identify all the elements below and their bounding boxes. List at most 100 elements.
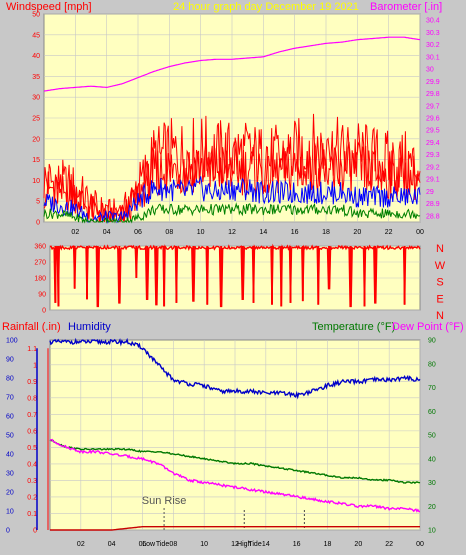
compass-label: E <box>436 293 443 305</box>
wind-tick-label: 45 <box>32 32 40 39</box>
time-tick-label: 00 <box>416 541 424 548</box>
rain-tick-label: 0.4 <box>27 461 37 468</box>
tide-label: Tide <box>156 541 169 548</box>
barometer-tick-label: 29.2 <box>426 164 440 171</box>
wind-tick-label: 30 <box>32 95 40 102</box>
barometer-tick-label: 28.8 <box>426 213 440 220</box>
time-tick-label: 14 <box>259 229 267 236</box>
time-tick-label: 12 <box>231 541 239 548</box>
time-tick-label: 16 <box>291 229 299 236</box>
humidity-tick-label: 60 <box>6 414 14 421</box>
rain-humidity-temp-series <box>49 337 421 531</box>
direction-tick-label: 90 <box>38 292 46 299</box>
barometer-tick-label: 29.5 <box>426 128 440 135</box>
humidity-title: Humidity <box>68 321 111 333</box>
barometer-tick-label: 29.3 <box>426 152 440 159</box>
barometer-tick-label: 29.9 <box>426 79 440 86</box>
temperature-tick-label: 40 <box>428 456 436 463</box>
compass-label: N <box>436 310 444 322</box>
rain-line <box>50 526 420 531</box>
wind-direction-grid <box>50 245 420 311</box>
rain-tick-label: 0.1 <box>27 511 37 518</box>
compass-label: N <box>436 243 444 255</box>
wind-tick-label: 15 <box>32 157 40 164</box>
humidity-tick-label: 30 <box>6 471 14 478</box>
rain-tick-label: 0.2 <box>27 494 37 501</box>
humidity-tick-label: 70 <box>6 395 14 402</box>
temperature-tick-label: 70 <box>428 385 436 392</box>
direction-tick-label: 360 <box>34 244 46 251</box>
barometer-tick-label: 29.6 <box>426 116 440 123</box>
time-tick-label: 12 <box>228 229 236 236</box>
rain-tick-label: 0.5 <box>27 445 37 452</box>
humidity-tick-label: 90 <box>6 357 14 364</box>
time-tick-label: 18 <box>324 541 332 548</box>
rain-tick-label: 0.3 <box>27 478 37 485</box>
rain-tick-label: 0.9 <box>27 379 37 386</box>
humidity-tick-label: 0 <box>6 528 10 535</box>
barometer-tick-label: 30.1 <box>426 54 440 61</box>
rain-tick-label: 0 <box>33 528 37 535</box>
time-tick-label: 16 <box>293 541 301 548</box>
wind-tick-label: 25 <box>32 116 40 123</box>
tide-label: High <box>237 541 252 548</box>
wind-minimum-line <box>43 202 421 224</box>
dew-point-line <box>49 438 420 513</box>
wind-baro-series <box>43 36 421 224</box>
humidity-tick-label: 40 <box>6 452 14 459</box>
temperature-tick-label: 10 <box>428 528 436 535</box>
humidity-line <box>49 337 421 400</box>
barometer-tick-label: 30.2 <box>426 42 440 49</box>
time-tick-label: 02 <box>77 541 85 548</box>
rain-humidity-temp-axes: 0 0.1 0.2 0.3 0.4 0.5 0.6 0.7 0.8 0.9 1 1.1 0 10 20 30 4… <box>6 338 436 549</box>
time-tick-label: 00 <box>416 229 424 236</box>
humidity-tick-label: 100 <box>6 338 18 345</box>
time-tick-label: 04 <box>108 541 116 548</box>
wind-direction-series <box>49 243 421 308</box>
time-tick-label: 10 <box>197 229 205 236</box>
rainfall-title: Rainfall (.in) <box>2 321 61 333</box>
time-tick-label: 06 <box>134 229 142 236</box>
time-tick-label: 18 <box>322 229 330 236</box>
barometer-tick-label: 29 <box>426 189 434 196</box>
direction-tick-label: 180 <box>34 276 46 283</box>
barometer-tick-label: 30.3 <box>426 30 440 37</box>
time-tick-label: 08 <box>165 229 173 236</box>
windspeed-title: Windspeed [mph] <box>6 1 92 13</box>
temperature-tick-label: 50 <box>428 433 436 440</box>
tide-label: Low <box>142 541 156 548</box>
barometer-line <box>43 36 421 92</box>
rain-tick-label: 1 <box>33 362 37 369</box>
rain-tick-label: 1.1 <box>27 346 37 353</box>
rain-tick-label: 0.6 <box>27 428 37 435</box>
wind-tick-label: 50 <box>32 12 40 19</box>
temperature-tick-label: 20 <box>428 504 436 511</box>
temperature-tick-label: 30 <box>428 480 436 487</box>
wind-tick-label: 0 <box>36 220 40 227</box>
wind-tick-label: 40 <box>32 53 40 60</box>
tide-label: Tide <box>248 541 261 548</box>
rain-tick-label: 0.8 <box>27 395 37 402</box>
rain-tick-label: 0.7 <box>27 412 37 419</box>
compass-label: S <box>436 277 443 289</box>
rain-humidity-temp-grid <box>50 340 421 531</box>
time-tick-label: 14 <box>262 541 270 548</box>
sunrise-label: Sun Rise <box>142 495 187 507</box>
barometer-tick-label: 29.1 <box>426 177 440 184</box>
temperature-tick-label: 60 <box>428 409 436 416</box>
humidity-tick-label: 50 <box>6 433 14 440</box>
humidity-tick-label: 80 <box>6 376 14 383</box>
chart-date-title: 24 hour graph day December 19 2021 <box>173 1 359 13</box>
time-tick-label: 04 <box>103 229 111 236</box>
compass-label: W <box>435 260 446 272</box>
wind-baro-grid <box>44 13 421 223</box>
time-tick-label: 02 <box>71 229 79 236</box>
wind-tick-label: 10 <box>32 178 40 185</box>
time-tick-label: 22 <box>385 541 393 548</box>
temperature-tick-label: 90 <box>428 338 436 345</box>
temperature-title: Temperature (°F) <box>312 321 395 333</box>
time-tick-label: 06 <box>139 541 147 548</box>
